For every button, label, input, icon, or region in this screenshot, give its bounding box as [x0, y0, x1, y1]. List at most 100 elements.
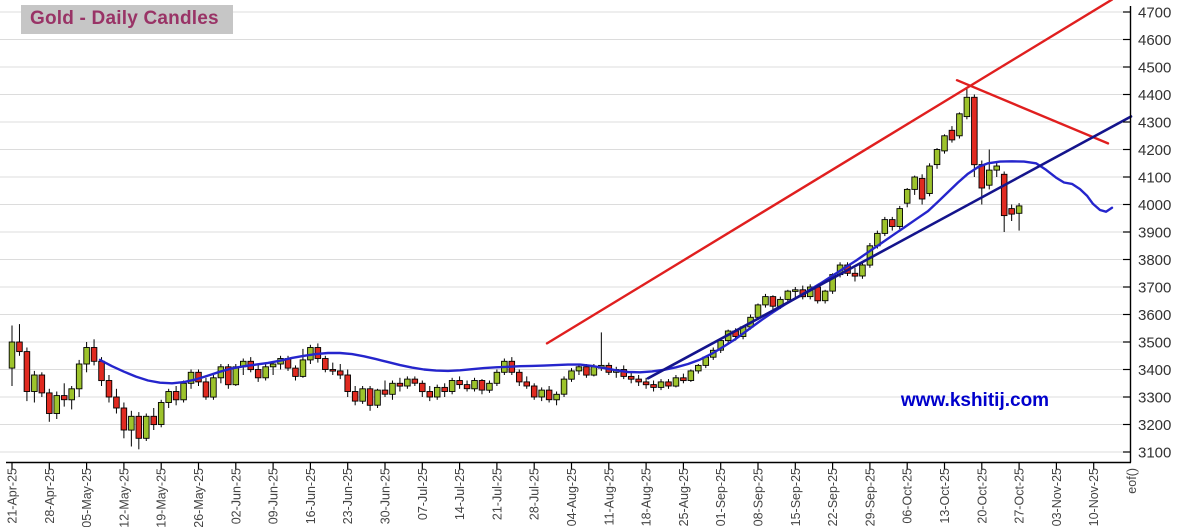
candle-body-up — [575, 366, 583, 372]
candle-body-down — [642, 381, 650, 386]
x-tick-label: 19-May-25 — [155, 468, 169, 527]
candle: 27-Aug-25 O:3395 H:3420 L:3385 C:3415 — [695, 364, 702, 374]
candle: 28-Apr-25 O:3315 H:3330 L:3210 C:3240 — [46, 388, 53, 422]
y-tick-label: 3300 — [1138, 390, 1171, 407]
candle: 21-May-25 O:3320 H:3340 L:3270 C:3290 — [172, 386, 180, 406]
candle-body-up — [31, 374, 38, 392]
x-tick-label: 18-Aug-25 — [640, 468, 654, 526]
candle: 09-May-25 O:3300 H:3330 L:3240 C:3260 — [113, 388, 120, 414]
candle: 21-Jul-25 O:3350 H:3400 L:3340 C:3390 — [493, 369, 501, 386]
x-axis-eof-label: eof() — [1125, 468, 1139, 494]
candle-body-down — [627, 375, 635, 380]
candle-body-up — [68, 388, 75, 401]
candle: 06-May-25 O:3480 H:3510 L:3415 C:3430 — [90, 339, 98, 366]
candle-body-up — [486, 382, 493, 391]
candle: 14-Oct-25 O:4270 H:4285 L:4225 C:4235 — [948, 126, 956, 143]
candle-body-up — [262, 366, 269, 379]
candle: 02-Oct-25 O:3945 H:3955 L:3905 C:3920 — [889, 216, 896, 231]
candle: 31-Jul-25 O:3290 H:3320 L:3270 C:3310 — [553, 391, 560, 406]
candle-body-up — [986, 169, 993, 186]
candle: 24-Apr-25 O:3320 H:3395 L:3280 C:3380 — [31, 370, 38, 403]
candle: 12-May-25 O:3260 H:3280 L:3150 C:3180 — [120, 402, 128, 439]
candle-body-down — [530, 385, 538, 398]
candle: 18-Jul-25 O:3325 H:3360 L:3315 C:3350 — [486, 380, 493, 393]
x-tick-label: 07-Jul-25 — [416, 468, 430, 520]
y-tick-label: 4400 — [1138, 87, 1171, 104]
x-tick-label: 22-Sep-25 — [826, 468, 840, 526]
candle: 27-May-25 O:3355 H:3370 L:3290 C:3300 — [202, 377, 210, 400]
candle: 06-Oct-25 O:4005 H:4060 L:3990 C:4055 — [903, 188, 911, 208]
candle-body-down — [419, 382, 426, 393]
candle: 16-Jul-25 O:3330 H:3370 L:3320 C:3360 — [471, 377, 478, 392]
y-tick-label: 4000 — [1138, 197, 1171, 214]
candle: 28-May-25 O:3300 H:3380 L:3290 C:3370 — [210, 375, 217, 400]
candle: 13-May-25 O:3180 H:3250 L:3120 C:3230 — [128, 410, 135, 447]
candle: 10-Sep-25 O:3665 H:3670 L:3615 C:3630 — [769, 295, 777, 311]
red-falling-trendline — [955, 78, 1110, 145]
candle: 08-May-25 O:3360 H:3380 L:3280 C:3300 — [105, 375, 113, 403]
candle-body-down — [665, 381, 672, 387]
x-tick-label: 09-Jun-25 — [267, 468, 281, 524]
x-tick-label: 12-May-25 — [117, 468, 131, 527]
candle-body-up — [687, 370, 695, 381]
candle-body-down — [225, 366, 232, 386]
candle-body-down — [918, 177, 926, 200]
candle: 01-May-25 O:3290 H:3340 L:3255 C:3330 — [68, 386, 75, 410]
candle: 22-Aug-25 O:3340 H:3380 L:3335 C:3370 — [672, 375, 680, 388]
candle-body-up — [963, 96, 971, 118]
candle-body-up — [672, 377, 680, 387]
candle: 24-Jul-25 O:3390 H:3400 L:3340 C:3355 — [516, 369, 523, 386]
candle-body-up — [695, 364, 702, 372]
candle-body-down — [38, 374, 46, 394]
x-tick-label: 15-Sep-25 — [789, 468, 803, 526]
candle-body-up — [859, 264, 866, 277]
candle-body-down — [344, 374, 351, 392]
x-tick-label: 21-Apr-25 — [6, 468, 20, 524]
candle-body-up — [941, 135, 948, 152]
candle-body-up — [784, 290, 792, 300]
candle-body-up — [1015, 205, 1023, 214]
candle-body-down — [463, 384, 471, 390]
candle-body-up — [187, 371, 195, 384]
candle: 09-Jul-25 O:3300 H:3345 L:3290 C:3335 — [433, 384, 441, 400]
candle-body-down — [583, 366, 590, 376]
candle: 28-Jul-25 O:3340 H:3350 L:3290 C:3300 — [530, 383, 538, 400]
candle-body-down — [254, 369, 262, 379]
candle: 25-Apr-25 O:3380 H:3390 L:3300 C:3315 — [38, 372, 46, 397]
candle: 27-Oct-25 O:3968 H:4005 L:3905 C:3995 — [1015, 203, 1023, 231]
y-tick-label: 4100 — [1138, 170, 1171, 187]
candle: 14-Jul-25 O:3360 H:3375 L:3330 C:3345 — [456, 376, 463, 389]
candle-body-down — [202, 381, 210, 398]
candle-body-down — [46, 392, 53, 414]
candle: 16-May-25 O:3230 H:3260 L:3180 C:3200 — [150, 408, 157, 430]
y-tick-label: 4200 — [1138, 142, 1171, 159]
candle: 01-Oct-25 O:3895 H:3955 L:3885 C:3945 — [881, 216, 889, 237]
candle: 19-May-25 O:3200 H:3290 L:3190 C:3280 — [157, 399, 165, 428]
candle: 17-Oct-25 O:4390 H:4400 L:4100 C:4145 — [971, 94, 978, 177]
y-tick-label: 3200 — [1138, 417, 1171, 434]
candle-body-down — [292, 367, 299, 377]
candle-body-up — [269, 363, 277, 368]
candle-body-down — [336, 370, 344, 376]
candle: 08-Aug-25 O:3405 H:3535 L:3395 C:3415 — [598, 332, 605, 371]
candle-body-down — [769, 296, 777, 307]
candle: 19-Jun-25 O:3400 H:3425 L:3380 C:3395 — [329, 362, 337, 375]
candle-body-up — [299, 359, 307, 377]
candle: 20-Aug-25 O:3335 H:3365 L:3325 C:3355 — [657, 379, 665, 391]
candle-body-up — [210, 377, 217, 398]
candle: 30-Jun-25 O:3325 H:3360 L:3300 C:3310 — [381, 380, 389, 397]
candle: 22-Apr-25 O:3500 H:3565 L:3450 C:3465 — [16, 324, 23, 356]
candle: 20-Jun-25 O:3395 H:3420 L:3365 C:3380 — [336, 364, 344, 380]
candle-body-down — [411, 378, 419, 384]
candle: 13-Jun-25 O:3375 H:3475 L:3370 C:3435 — [299, 348, 307, 378]
candle: 21-Oct-25 O:4070 H:4200 L:4055 C:4125 — [986, 149, 993, 190]
candle-body-up — [389, 382, 396, 395]
candle: 17-Jul-25 O:3360 H:3365 L:3310 C:3325 — [478, 379, 486, 395]
candle-body-up — [75, 363, 83, 390]
candle-body-down — [396, 382, 404, 387]
x-tick-label: 23-Jun-25 — [341, 468, 355, 524]
candle-body-down — [98, 360, 105, 382]
y-tick-label: 4300 — [1138, 115, 1171, 132]
candle-body-down — [351, 391, 359, 402]
x-tick-label: 30-Jun-25 — [379, 468, 393, 524]
